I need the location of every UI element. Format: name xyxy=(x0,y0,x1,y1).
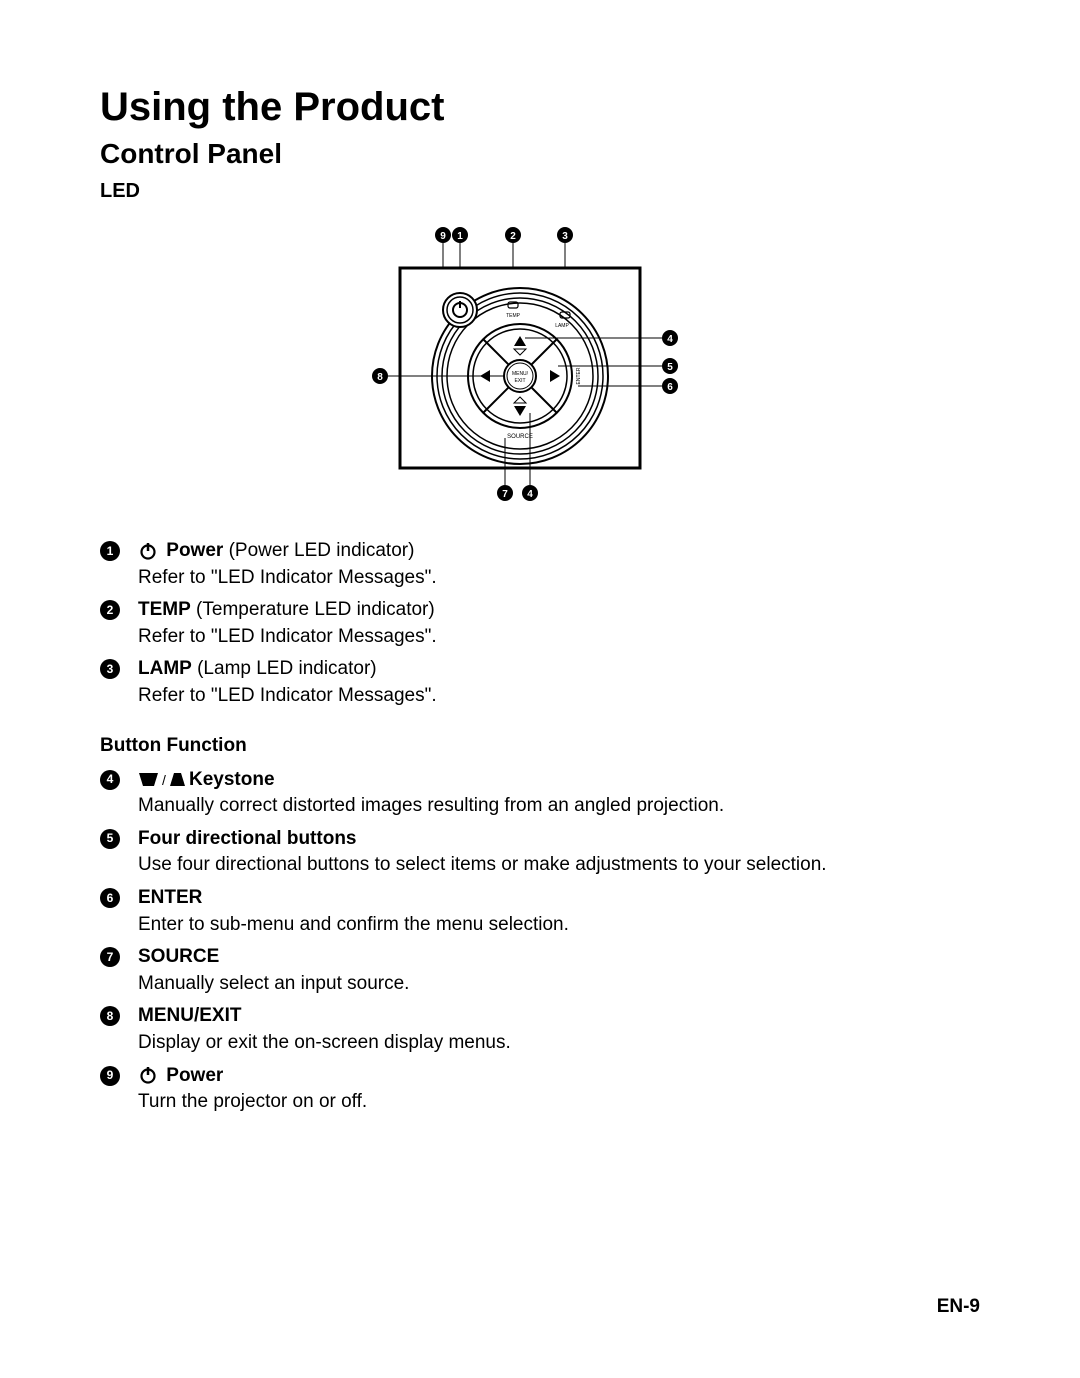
led-item: 2 TEMP (Temperature LED indicator) Refer t… xyxy=(100,597,980,650)
item-body: TEMP (Temperature LED indicator) Refer to… xyxy=(138,597,980,650)
button-function-heading: Button Function xyxy=(100,735,980,757)
item-lead: Power xyxy=(166,1065,223,1086)
control-panel-diagram: 9 1 2 3 xyxy=(370,223,710,518)
page-number: EN-9 xyxy=(937,1296,980,1318)
led-item: 3 LAMP (Lamp LED indicator) Refer to "LED … xyxy=(100,656,980,709)
item-refer: Refer to "LED Indicator Messages". xyxy=(138,567,437,588)
svg-text:EXIT: EXIT xyxy=(514,378,525,384)
svg-text:TEMP: TEMP xyxy=(506,313,521,319)
item-lead: MENU/EXIT xyxy=(138,1005,241,1026)
item-desc: Enter to sub-menu and confirm the menu s… xyxy=(138,914,569,935)
item-lead: SOURCE xyxy=(138,946,219,967)
svg-text:/: / xyxy=(162,772,166,788)
page-title: Using the Product xyxy=(100,85,980,130)
item-desc: Manually select an input source. xyxy=(138,973,409,994)
svg-text:1: 1 xyxy=(457,231,463,242)
svg-text:LAMP: LAMP xyxy=(555,323,569,329)
item-body: LAMP (Lamp LED indicator) Refer to "LED I… xyxy=(138,656,980,709)
diagram-container: 9 1 2 3 xyxy=(100,223,980,518)
item-lead: TEMP xyxy=(138,599,191,620)
svg-text:7: 7 xyxy=(502,489,508,500)
svg-text:ENTER: ENTER xyxy=(576,367,582,384)
item-lead: Keystone xyxy=(189,769,275,790)
item-lead: Power xyxy=(166,540,223,561)
item-desc: Use four directional buttons to select i… xyxy=(138,854,827,875)
svg-text:8: 8 xyxy=(377,372,383,383)
item-body: Four directional buttons Use four directi… xyxy=(138,826,980,879)
item-number-bullet: 3 xyxy=(100,659,120,679)
item-body: ENTER Enter to sub-menu and confirm the m… xyxy=(138,885,980,938)
svg-text:4: 4 xyxy=(667,334,673,345)
item-refer: Refer to "LED Indicator Messages". xyxy=(138,685,437,706)
item-number-bullet: 7 xyxy=(100,947,120,967)
svg-text:2: 2 xyxy=(510,231,516,242)
item-lead: LAMP xyxy=(138,658,192,679)
item-number-bullet: 6 xyxy=(100,888,120,908)
item-body: Power (Power LED indicator) Refer to "LED… xyxy=(138,538,980,591)
item-refer: Refer to "LED Indicator Messages". xyxy=(138,626,437,647)
button-item: 8 MENU/EXIT Display or exit the on-screen … xyxy=(100,1003,980,1056)
led-item: 1 Power (Power LED indicator) Refer to "L… xyxy=(100,538,980,591)
item-body: SOURCE Manually select an input source. xyxy=(138,944,980,997)
item-tail: (Lamp LED indicator) xyxy=(192,658,377,679)
item-lead: Four directional buttons xyxy=(138,828,357,849)
svg-text:5: 5 xyxy=(667,362,673,373)
svg-text:4: 4 xyxy=(527,489,533,500)
svg-text:6: 6 xyxy=(667,382,673,393)
item-body: MENU/EXIT Display or exit the on-screen d… xyxy=(138,1003,980,1056)
item-number-bullet: 1 xyxy=(100,541,120,561)
svg-text:SOURCE: SOURCE xyxy=(507,434,533,440)
led-item-list: 1 Power (Power LED indicator) Refer to "L… xyxy=(100,538,980,710)
manual-page: Using the Product Control Panel LED 9 1 … xyxy=(0,0,1080,1378)
button-item: 4 / Keystone Manually correct distorted ima… xyxy=(100,767,980,820)
item-number-bullet: 2 xyxy=(100,600,120,620)
item-number-bullet: 4 xyxy=(100,770,120,790)
item-tail: (Temperature LED indicator) xyxy=(191,599,435,620)
item-number-bullet: 9 xyxy=(100,1066,120,1086)
item-lead: ENTER xyxy=(138,887,202,908)
svg-text:3: 3 xyxy=(562,231,568,242)
item-desc: Display or exit the on-screen display me… xyxy=(138,1032,511,1053)
svg-text:MENU/: MENU/ xyxy=(512,371,529,377)
item-number-bullet: 8 xyxy=(100,1006,120,1026)
item-tail: (Power LED indicator) xyxy=(223,540,414,561)
led-heading: LED xyxy=(100,180,980,203)
button-item: 5 Four directional buttons Use four direct… xyxy=(100,826,980,879)
button-item: 6 ENTER Enter to sub-menu and confirm the … xyxy=(100,885,980,938)
section-title: Control Panel xyxy=(100,138,980,170)
item-desc: Manually correct distorted images result… xyxy=(138,795,724,816)
item-body: Power Turn the projector on or off. xyxy=(138,1063,980,1116)
item-number-bullet: 5 xyxy=(100,829,120,849)
svg-text:9: 9 xyxy=(440,231,446,242)
button-item: 7 SOURCE Manually select an input source. xyxy=(100,944,980,997)
item-desc: Turn the projector on or off. xyxy=(138,1091,367,1112)
item-body: / Keystone Manually correct distorted imag… xyxy=(138,767,980,820)
button-item-list: 4 / Keystone Manually correct distorted ima… xyxy=(100,767,980,1116)
button-item: 9 Power Turn the projector on or off. xyxy=(100,1063,980,1116)
